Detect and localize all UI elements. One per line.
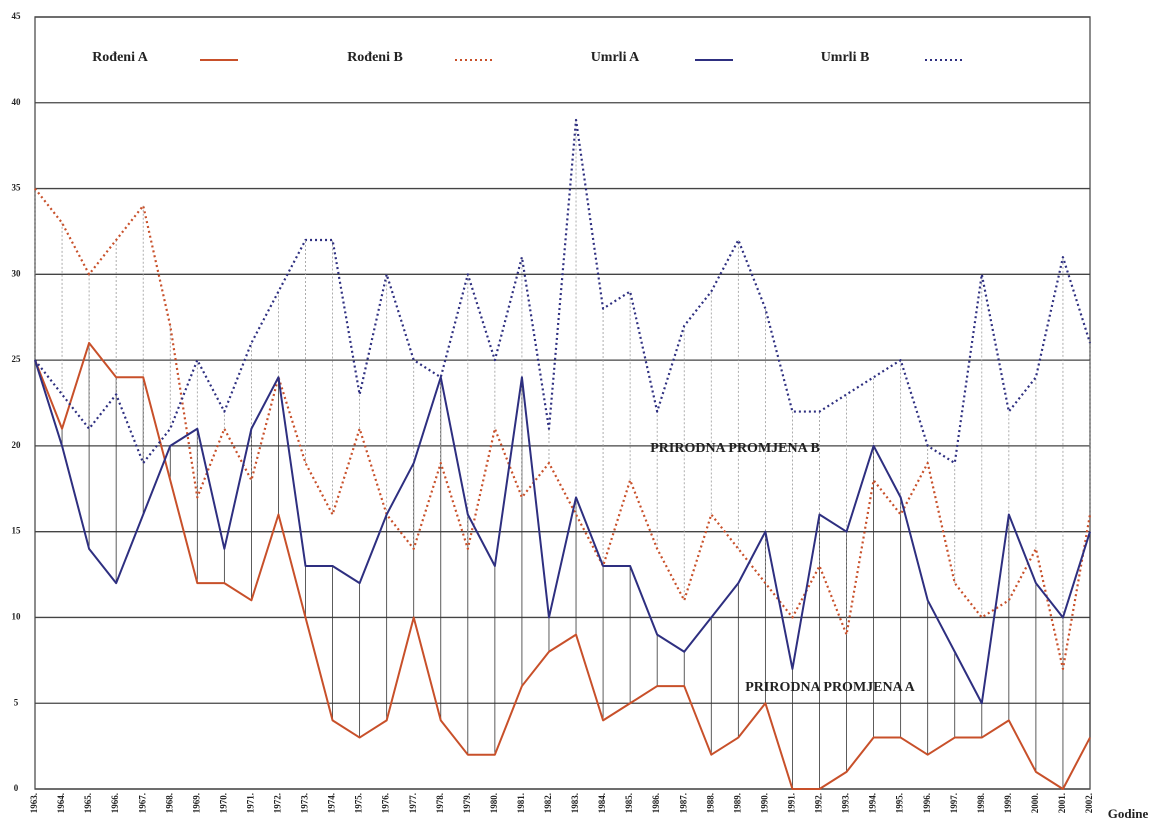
x-tick-label: 1967. — [137, 793, 147, 813]
legend-label: Rođeni A — [92, 50, 149, 65]
y-tick-label: 30 — [12, 268, 22, 278]
x-tick-label: 1984. — [597, 793, 607, 813]
x-tick-label: 1978. — [435, 793, 445, 813]
x-tick-label: 1995. — [895, 793, 905, 813]
x-tick-label: 1965. — [83, 793, 93, 813]
y-tick-label: 10 — [12, 612, 22, 622]
series-line — [34, 359, 1091, 705]
legend-label: Rođeni B — [347, 50, 403, 65]
x-tick-label: 1999. — [1003, 793, 1013, 813]
x-tick-label: 1975. — [354, 793, 364, 813]
series-line — [34, 187, 1092, 671]
x-tick-label: 1989. — [732, 793, 742, 813]
annotation: PRIRODNA PROMJENA B — [650, 441, 820, 456]
x-tick-label: 2002. — [1084, 793, 1094, 813]
x-tick-label: 1982. — [543, 793, 553, 813]
x-tick-label: 1994. — [868, 793, 878, 813]
y-tick-label: 20 — [12, 440, 22, 450]
x-tick-label: 1981. — [516, 793, 526, 813]
x-tick-label: 1997. — [949, 793, 959, 813]
x-tick-label: 1964. — [56, 793, 66, 813]
x-axis-label: Godine — [1108, 806, 1149, 821]
x-tick-label: 1990. — [759, 793, 769, 813]
plot-frame — [34, 16, 1091, 790]
series-line — [34, 118, 1092, 465]
y-tick-label: 5 — [14, 697, 19, 707]
x-tick-label: 1983. — [570, 793, 580, 813]
y-tick-label: 25 — [12, 354, 22, 364]
x-tick-label: 1976. — [381, 793, 391, 813]
y-tick-label: 45 — [12, 11, 22, 21]
y-tick-label: 40 — [12, 97, 22, 107]
legend-label: Umrli A — [591, 50, 640, 65]
x-tick-label: 1991. — [786, 793, 796, 813]
x-tick-label: 1998. — [976, 793, 986, 813]
x-tick-label: 1963. — [29, 793, 39, 813]
y-tick-label: 0 — [14, 783, 19, 793]
series-line — [34, 341, 1091, 790]
annotation: PRIRODNA PROMJENA A — [745, 680, 915, 695]
x-tick-label: 1973. — [300, 793, 310, 813]
x-tick-label: 1992. — [814, 793, 824, 813]
x-tick-label: 1980. — [489, 793, 499, 813]
x-tick-label: 1986. — [651, 793, 661, 813]
x-tick-label: 1974. — [327, 793, 337, 813]
y-tick-label: 35 — [12, 183, 22, 193]
x-tick-label: 1987. — [678, 793, 688, 813]
y-tick-label: 15 — [12, 526, 22, 536]
x-tick-label: 1985. — [624, 793, 634, 813]
x-tick-label: 1979. — [462, 793, 472, 813]
x-tick-label: 1977. — [408, 793, 418, 813]
x-tick-label: 1968. — [164, 793, 174, 813]
x-tick-label: 1970. — [218, 793, 228, 813]
legend-label: Umrli B — [821, 50, 870, 65]
x-tick-label: 1993. — [841, 793, 851, 813]
x-tick-label: 1971. — [245, 793, 255, 813]
x-tick-label: 1972. — [273, 793, 283, 813]
x-tick-label: 1966. — [110, 793, 120, 813]
x-tick-label: 1996. — [922, 793, 932, 813]
x-tick-label: 2000. — [1030, 793, 1040, 813]
x-tick-label: 2001. — [1057, 793, 1067, 813]
x-tick-label: 1969. — [191, 793, 201, 813]
x-tick-label: 1988. — [705, 793, 715, 813]
